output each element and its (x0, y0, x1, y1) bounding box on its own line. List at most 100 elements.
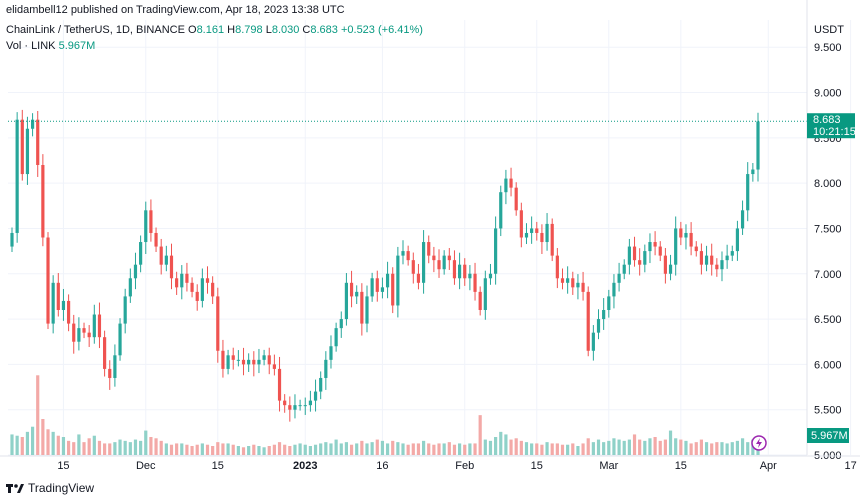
volume-bar (627, 439, 631, 455)
candle-body (298, 405, 302, 407)
candle-body (221, 350, 225, 369)
candle-body (432, 255, 436, 261)
candle-body (25, 128, 30, 175)
candle-body (740, 210, 745, 229)
candle-body (648, 242, 652, 252)
candle-body (458, 264, 462, 279)
candle-body (339, 319, 343, 329)
volume-bar (51, 431, 55, 455)
volume-bar (447, 442, 451, 455)
volume-bar (715, 442, 719, 455)
candle-body (118, 323, 122, 356)
candle-body (756, 121, 760, 170)
volume-bar (308, 446, 312, 455)
candle-body (211, 282, 215, 297)
candle-body (82, 328, 86, 333)
candle-body (643, 251, 647, 265)
candle-body (468, 273, 472, 279)
candle-body (607, 296, 611, 310)
volume-bar (746, 442, 750, 455)
volume-bar (221, 443, 225, 455)
volume-bar (524, 442, 529, 455)
volume-bar (159, 440, 163, 455)
candle-body (545, 223, 549, 243)
candle-body (519, 210, 523, 238)
volume-bar (514, 438, 518, 455)
volume-bar (123, 440, 127, 455)
volume-bar (365, 443, 369, 455)
candle-body (365, 296, 369, 324)
volume-bar (41, 419, 45, 455)
volume-label[interactable]: Vol · LINK (6, 40, 56, 52)
volume-bar (283, 444, 287, 455)
candle-body (550, 223, 554, 256)
candle-body (735, 228, 740, 252)
candle-body (473, 273, 477, 292)
volume-bar (468, 443, 472, 455)
candle-body (576, 282, 580, 288)
candle-body (658, 246, 662, 256)
candle-body (272, 364, 276, 369)
volume-bar (411, 443, 415, 455)
volume-bar (494, 437, 498, 455)
volume-bar (61, 437, 66, 455)
volume-bar (385, 443, 390, 455)
candle-body (421, 242, 426, 283)
volume-bar (133, 439, 138, 455)
candle-body (313, 391, 318, 401)
volume-bar (139, 440, 143, 455)
volume-bar (329, 443, 333, 455)
candle-body (319, 377, 323, 392)
volume-bar (596, 439, 601, 455)
candle-body (710, 255, 714, 265)
footer-brand[interactable]: TradingView (6, 481, 94, 495)
volume-bar (185, 444, 189, 455)
volume-bar (437, 443, 441, 455)
symbol-title[interactable]: ChainLink / TetherUS, 1D, BINANCE (6, 24, 185, 36)
candle-body (401, 251, 405, 256)
volume-bar (257, 446, 261, 455)
candle-body (694, 246, 698, 252)
volume-bar (46, 429, 50, 455)
candle-body (97, 314, 102, 338)
volume-bar (612, 438, 616, 455)
volume-bar (118, 439, 122, 455)
volume-bar (483, 439, 487, 455)
candle-body (668, 264, 673, 274)
volume-bar (704, 442, 709, 455)
candle-body (159, 246, 163, 265)
volume-bar (581, 443, 585, 455)
lightning-icon[interactable] (751, 435, 767, 451)
x-tick-label: 2023 (293, 460, 317, 472)
candle-body (329, 346, 333, 360)
volume-bar (488, 440, 493, 455)
open-value: 8.161 (196, 24, 225, 36)
volume-bar (566, 444, 570, 455)
volume-bar (149, 437, 153, 455)
volume-bar (550, 443, 554, 455)
candle-body (746, 174, 750, 211)
volume-bar (313, 444, 318, 455)
volume-bar (720, 442, 724, 455)
volume-bar (10, 434, 14, 455)
x-tick-label: Feb (455, 460, 474, 472)
candle-body (144, 210, 148, 243)
candle-body (663, 255, 667, 274)
candle-body (540, 232, 544, 243)
volume-bar (169, 444, 174, 455)
volume-bar (427, 443, 431, 455)
volume-bar (576, 446, 580, 455)
volume-bar (175, 443, 179, 455)
candle-body (555, 255, 559, 279)
candle-body (391, 273, 395, 306)
volume-bar (658, 440, 662, 455)
candle-body (334, 328, 338, 347)
volume-bar (30, 426, 35, 455)
volume-bar (180, 443, 184, 455)
candle-body (252, 359, 256, 365)
volume-bar (231, 444, 235, 455)
volume-bar (602, 442, 606, 455)
footer-brand-text: TradingView (28, 481, 95, 495)
candle-body (288, 405, 292, 410)
